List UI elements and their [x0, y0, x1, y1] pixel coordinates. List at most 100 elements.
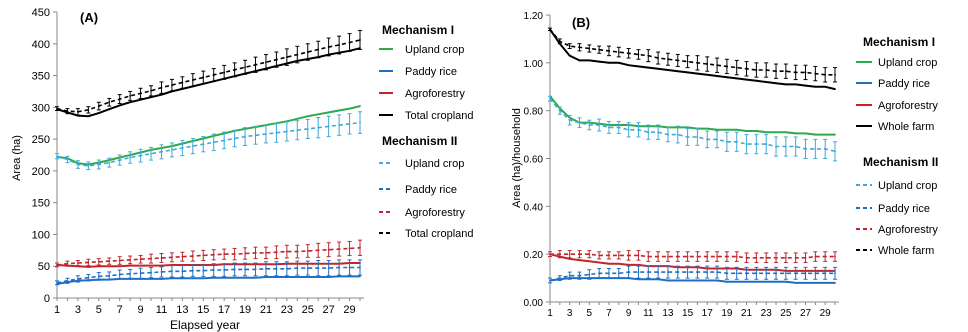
- data-point: [637, 65, 640, 68]
- x-tick-label: 19: [721, 308, 733, 319]
- y-tick-label: 150: [32, 198, 50, 210]
- data-point: [66, 279, 69, 282]
- chart-b-legend-group-2-title: Mechanism II: [863, 155, 938, 169]
- data-point: [578, 274, 581, 277]
- data-point: [647, 131, 650, 134]
- data-point: [814, 148, 817, 150]
- data-point: [76, 262, 79, 264]
- legend-label: Total cropland: [405, 228, 474, 240]
- legend-label: Whole farm: [878, 121, 934, 133]
- data-point: [588, 124, 591, 126]
- data-point: [745, 143, 748, 146]
- data-point: [317, 113, 320, 116]
- data-point: [765, 256, 768, 259]
- series-upland-crop-mechanism-ii: [55, 111, 362, 171]
- data-point: [160, 150, 163, 153]
- data-point: [667, 69, 669, 71]
- x-tick-label: 27: [800, 308, 812, 319]
- data-point: [150, 264, 152, 267]
- data-point: [191, 277, 194, 280]
- x-tick-label: 9: [138, 304, 144, 316]
- x-tick-label: 21: [741, 308, 753, 319]
- data-point: [716, 128, 718, 131]
- data-point: [627, 52, 630, 55]
- data-point: [118, 98, 121, 100]
- data-point: [784, 145, 787, 148]
- data-point: [97, 112, 100, 114]
- x-tick-label: 1: [54, 304, 60, 316]
- series-line: [56, 266, 360, 284]
- chart-a-legend-item: Total cropland: [379, 110, 474, 122]
- data-point: [306, 51, 309, 53]
- chart-b-plot-area: [548, 27, 837, 284]
- data-point: [317, 267, 320, 270]
- y-tick-label: 300: [32, 102, 50, 114]
- data-point: [775, 70, 777, 73]
- y-tick-label: 0.40: [524, 202, 544, 213]
- data-point: [794, 71, 797, 74]
- data-point: [171, 256, 173, 259]
- data-point: [327, 276, 330, 278]
- data-point: [637, 53, 640, 56]
- chart-a-legend: Mechanism I Upland crop Paddy rice Agrof…: [379, 23, 474, 240]
- data-point: [725, 65, 728, 68]
- x-tick-label: 13: [176, 304, 188, 316]
- data-point: [338, 275, 341, 278]
- data-point: [755, 256, 758, 259]
- data-point: [608, 254, 610, 257]
- data-point: [725, 76, 728, 79]
- data-point: [814, 72, 817, 75]
- y-tick-label: 250: [32, 134, 50, 146]
- data-point: [191, 145, 194, 148]
- data-point: [588, 59, 591, 62]
- data-point: [765, 143, 768, 146]
- data-point: [558, 277, 561, 279]
- data-point: [108, 161, 111, 164]
- data-point: [765, 280, 768, 283]
- chart-a-legend-item: Upland crop: [379, 158, 464, 170]
- data-point: [327, 267, 330, 270]
- data-point: [244, 276, 246, 279]
- data-point: [824, 255, 827, 258]
- legend-label: Upland crop: [878, 57, 937, 69]
- data-point: [784, 131, 787, 134]
- series-line: [56, 262, 360, 268]
- data-point: [716, 255, 718, 258]
- data-point: [76, 278, 79, 280]
- data-point: [296, 250, 299, 253]
- data-point: [108, 101, 111, 104]
- chart-b-y-ticks: 0.00 0.20 0.40 0.60 0.80 1.00 1.20: [524, 11, 550, 309]
- chart-b: (B) Area (ha)/household 0.00 0.20 0.40 0.60…: [511, 11, 938, 319]
- data-point: [317, 48, 320, 51]
- data-point: [667, 255, 669, 258]
- y-tick-label: 1.00: [524, 59, 544, 70]
- data-point: [233, 253, 236, 256]
- data-point: [608, 61, 610, 64]
- data-point: [129, 101, 132, 104]
- data-point: [608, 49, 610, 52]
- legend-label: Agroforestry: [405, 207, 465, 219]
- data-point: [568, 119, 571, 122]
- data-point: [265, 61, 267, 64]
- y-tick-label: 200: [32, 166, 50, 178]
- data-point: [706, 271, 709, 274]
- x-tick-label: 21: [260, 304, 272, 316]
- data-point: [275, 276, 278, 278]
- chart-a-legend-item: Upland crop: [379, 44, 464, 56]
- data-point: [285, 130, 288, 133]
- data-point: [139, 98, 142, 101]
- x-tick-label: 29: [343, 304, 355, 316]
- data-point: [327, 111, 330, 114]
- data-point: [171, 270, 173, 273]
- data-point: [647, 255, 650, 258]
- x-tick-label: 9: [626, 308, 632, 319]
- chart-a-x-axis-label: Elapsed year: [170, 318, 240, 332]
- data-point: [181, 270, 184, 273]
- data-point: [129, 272, 132, 275]
- legend-label: Paddy rice: [405, 184, 457, 196]
- data-point: [254, 134, 257, 137]
- legend-label: Upland crop: [405, 44, 464, 56]
- data-point: [598, 60, 601, 63]
- data-point: [627, 64, 630, 67]
- data-point: [327, 125, 330, 128]
